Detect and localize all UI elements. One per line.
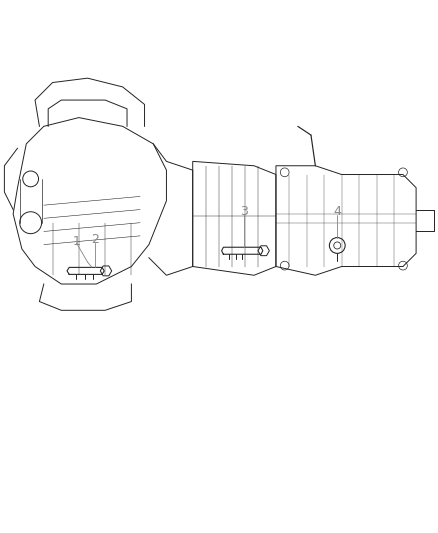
Text: 2: 2 (92, 233, 99, 246)
Text: 4: 4 (333, 205, 341, 218)
Text: 1: 1 (73, 235, 81, 248)
Text: 3: 3 (240, 205, 248, 218)
